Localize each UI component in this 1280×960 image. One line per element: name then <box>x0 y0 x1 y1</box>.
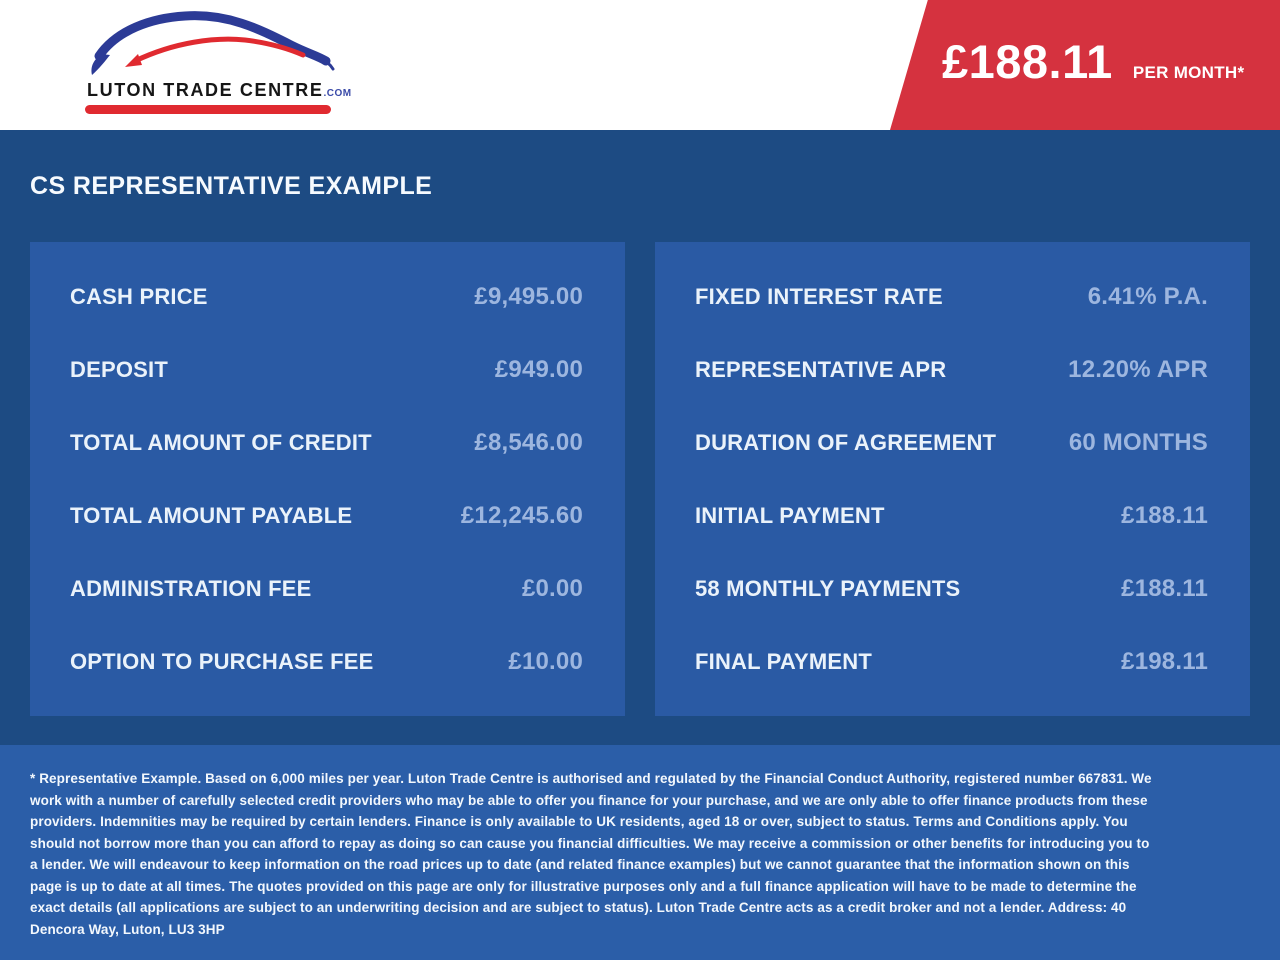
finance-label: TOTAL AMOUNT OF CREDIT <box>70 429 372 455</box>
price-period: PER MONTH* <box>1132 63 1245 82</box>
finance-label: FIXED INTEREST RATE <box>695 283 943 309</box>
finance-row: FIXED INTEREST RATE 6.41% P.A. <box>695 260 1208 333</box>
finance-panels: CASH PRICE £9,495.00 DEPOSIT £949.00 TOT… <box>30 242 1250 716</box>
finance-row: 58 MONTHLY PAYMENTS £188.11 <box>695 552 1208 625</box>
finance-row: CASH PRICE £9,495.00 <box>70 260 583 333</box>
finance-label: FINAL PAYMENT <box>695 648 872 674</box>
page-header: LUTON TRADE CENTRE .COM £188.11 PER MONT… <box>0 0 1280 130</box>
finance-label: CASH PRICE <box>70 283 208 309</box>
finance-value: £9,495.00 <box>474 282 583 310</box>
finance-row: ADMINISTRATION FEE £0.00 <box>70 552 583 625</box>
page-title: CS REPRESENTATIVE EXAMPLE <box>30 172 433 200</box>
car-swoosh-icon <box>85 10 337 78</box>
logo-wordmark: LUTON TRADE CENTRE .COM <box>85 80 351 101</box>
finance-row: FINAL PAYMENT £198.11 <box>695 625 1208 698</box>
finance-panel-left: CASH PRICE £9,495.00 DEPOSIT £949.00 TOT… <box>30 242 625 716</box>
finance-row: DURATION OF AGREEMENT 60 MONTHS <box>695 406 1208 479</box>
finance-value: £949.00 <box>494 355 583 383</box>
finance-value: £188.11 <box>1121 574 1208 602</box>
finance-value: £12,245.60 <box>460 501 583 529</box>
finance-label: ADMINISTRATION FEE <box>70 575 312 601</box>
price-amount: £188.11 <box>942 35 1113 88</box>
finance-row: DEPOSIT £949.00 <box>70 333 583 406</box>
finance-panel-right: FIXED INTEREST RATE 6.41% P.A. REPRESENT… <box>655 242 1250 716</box>
finance-value: 12.20% APR <box>1068 355 1208 383</box>
logo-underline <box>85 105 331 114</box>
finance-value: £188.11 <box>1121 501 1208 529</box>
finance-row: TOTAL AMOUNT PAYABLE £12,245.60 <box>70 479 583 552</box>
finance-value: 60 MONTHS <box>1068 428 1208 456</box>
logo-brand-suffix: .COM <box>323 88 352 99</box>
finance-row: TOTAL AMOUNT OF CREDIT £8,546.00 <box>70 406 583 479</box>
finance-value: £10.00 <box>508 647 583 675</box>
representative-example-section: CS REPRESENTATIVE EXAMPLE CASH PRICE £9,… <box>0 130 1280 745</box>
luton-trade-centre-logo[interactable]: LUTON TRADE CENTRE .COM <box>85 10 351 114</box>
finance-label: DURATION OF AGREEMENT <box>695 429 997 455</box>
disclaimer-footer: * Representative Example. Based on 6,000… <box>0 745 1280 960</box>
finance-value: £198.11 <box>1121 647 1208 675</box>
finance-label: TOTAL AMOUNT PAYABLE <box>70 502 353 528</box>
disclaimer-text: * Representative Example. Based on 6,000… <box>30 771 1152 937</box>
finance-value: £8,546.00 <box>474 428 583 456</box>
finance-row: INITIAL PAYMENT £188.11 <box>695 479 1208 552</box>
finance-label: OPTION TO PURCHASE FEE <box>70 648 374 674</box>
finance-value: £0.00 <box>521 574 583 602</box>
logo-brand-text: LUTON TRADE CENTRE <box>87 80 324 100</box>
price-banner: £188.11 PER MONTH* <box>890 0 1280 130</box>
finance-label: 58 MONTHLY PAYMENTS <box>695 575 961 601</box>
finance-row: REPRESENTATIVE APR 12.20% APR <box>695 333 1208 406</box>
finance-value: 6.41% P.A. <box>1087 282 1208 310</box>
finance-label: DEPOSIT <box>70 356 168 382</box>
finance-label: REPRESENTATIVE APR <box>695 356 947 382</box>
finance-label: INITIAL PAYMENT <box>695 502 885 528</box>
finance-row: OPTION TO PURCHASE FEE £10.00 <box>70 625 583 698</box>
